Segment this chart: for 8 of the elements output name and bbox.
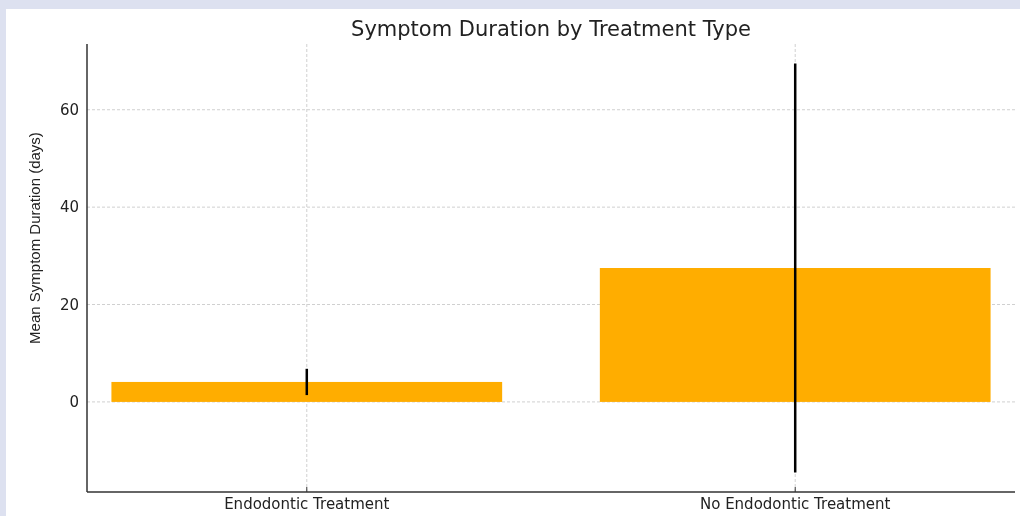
y-tick-label: 20 <box>59 295 79 314</box>
y-tick-label: 60 <box>59 100 79 119</box>
x-tick-label: Endodontic Treatment <box>224 495 390 513</box>
y-tick-label: 0 <box>69 393 79 412</box>
chart-title: Symptom Duration by Treatment Type <box>351 17 751 41</box>
y-axis-title: Mean Symptom Duration (days) <box>26 132 43 344</box>
x-tick-label: No Endodontic Treatment <box>699 495 891 513</box>
y-tick-label: 40 <box>59 198 79 217</box>
